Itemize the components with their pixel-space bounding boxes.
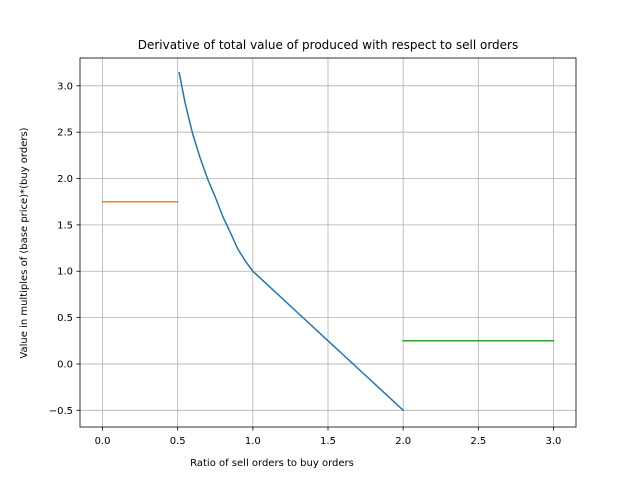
y-axis-label: Value in multiples of (base price)*(buy …	[19, 127, 30, 358]
y-tick-label: 1.0	[57, 267, 73, 278]
x-tick-label: 0.0	[95, 436, 111, 447]
y-tick-label: 2.0	[57, 174, 73, 185]
series-line-1	[178, 71, 405, 412]
y-tick-label: 0.5	[57, 313, 73, 324]
x-tick-label: 1.5	[320, 436, 336, 447]
y-tick-label: −0.5	[49, 406, 73, 417]
chart-title: Derivative of total value of produced wi…	[138, 38, 518, 52]
y-tick-label: 3.0	[57, 81, 73, 92]
x-tick-label: 2.0	[395, 436, 411, 447]
y-tick-label: 1.5	[57, 220, 73, 231]
x-axis-label: Ratio of sell orders to buy orders	[190, 458, 354, 469]
y-axis: −0.5 0.0 0.5 1.0 1.5 2.0 2.5 3.0	[49, 81, 80, 417]
x-tick-label: 1.0	[245, 436, 261, 447]
grid	[80, 58, 576, 427]
x-tick-label: 2.5	[470, 436, 486, 447]
y-tick-label: 2.5	[57, 128, 73, 139]
x-axis: 0.0 0.5 1.0 1.5 2.0 2.5 3.0	[95, 427, 562, 447]
x-tick-label: 3.0	[546, 436, 562, 447]
y-tick-label: 0.0	[57, 359, 73, 370]
series-layer	[101, 71, 555, 412]
x-tick-label: 0.5	[170, 436, 186, 447]
